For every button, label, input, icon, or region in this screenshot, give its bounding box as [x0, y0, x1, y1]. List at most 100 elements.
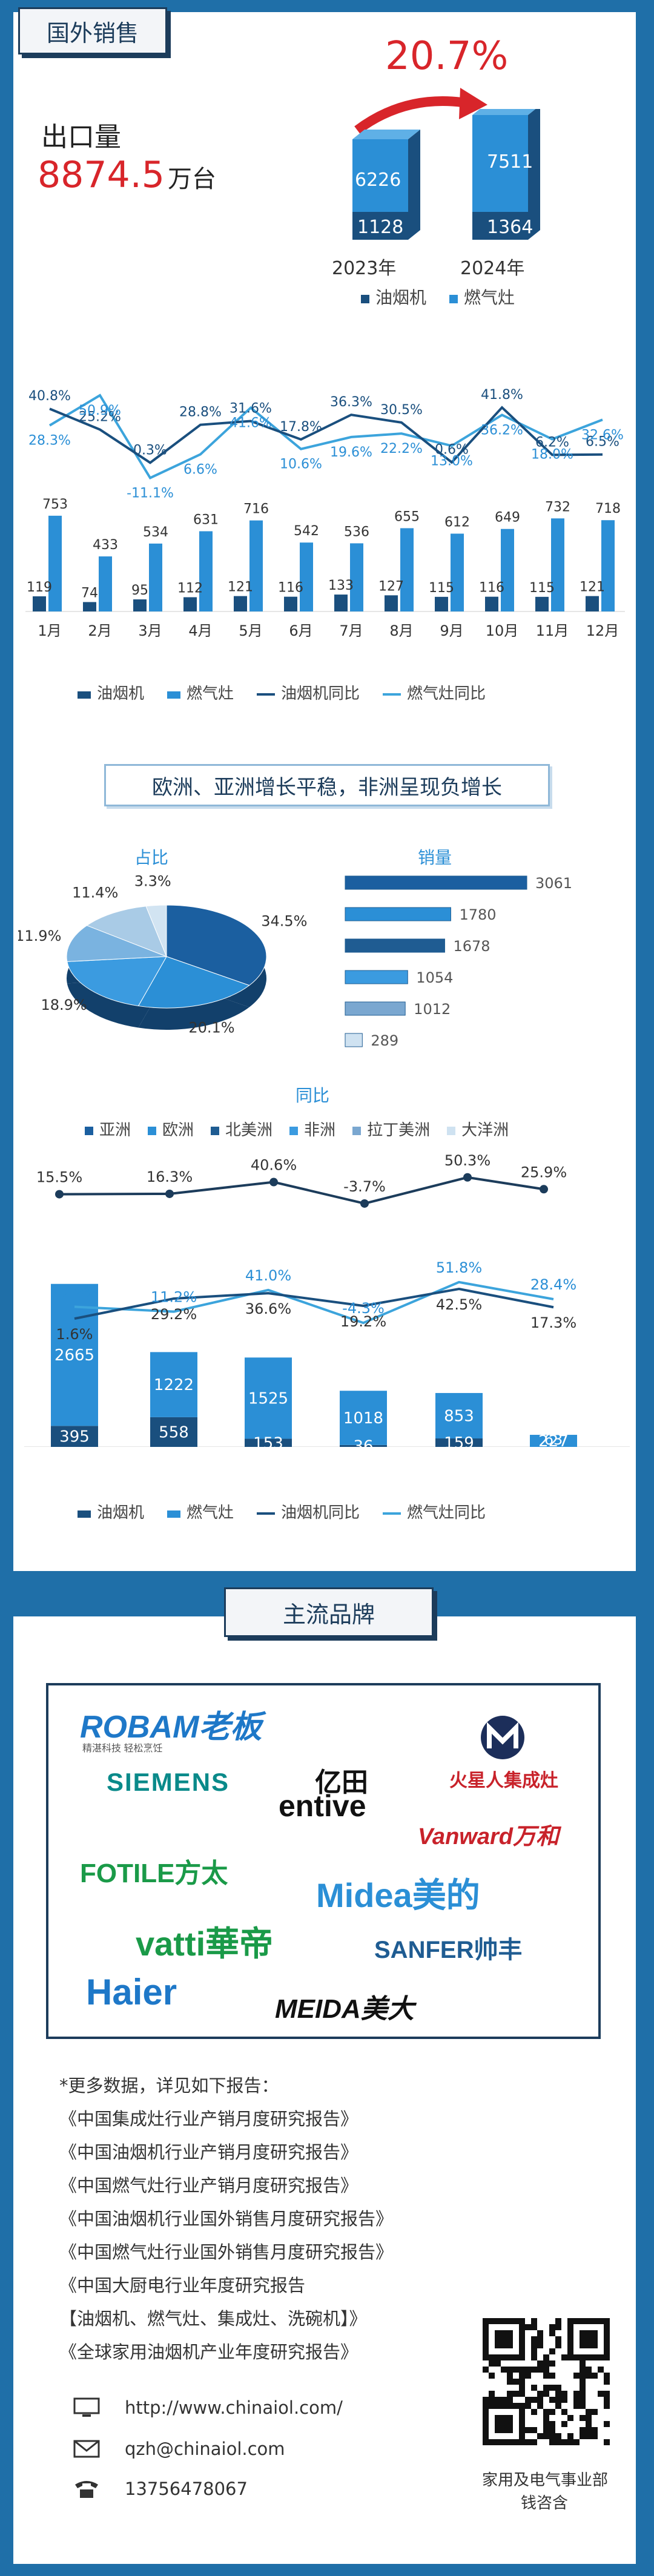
- department-label: 家用及电气事业部: [482, 2471, 609, 2489]
- qr-finder-core: [495, 2330, 513, 2348]
- qr-module: [507, 2391, 513, 2397]
- bar-stove: [601, 520, 615, 611]
- volume-label: 1054: [416, 969, 453, 986]
- report-item[interactable]: 【油烟机、燃气灶、集成灶、洗碗机】》: [59, 2308, 367, 2329]
- yoy-label-stove: 11.2%: [151, 1289, 197, 1306]
- brand-midea: Midea美的: [316, 1876, 480, 1914]
- bar-label-hood: 133: [328, 578, 354, 593]
- x-tick-label: 12月: [586, 622, 619, 639]
- qr-module: [555, 2336, 561, 2342]
- report-item[interactable]: 《中国燃气灶行业国外销售月度研究报告》: [59, 2242, 394, 2262]
- qr-module: [531, 2439, 537, 2445]
- qr-module: [586, 2415, 592, 2421]
- bar-stove: [350, 543, 363, 611]
- bar-hood: [245, 1438, 292, 1447]
- qr-module: [537, 2367, 543, 2373]
- yoy-point-label: -3.7%: [343, 1178, 386, 1195]
- bar-label-hood: 159: [444, 1434, 474, 1447]
- email-text[interactable]: qzh@chinaiol.com: [125, 2439, 285, 2459]
- mail-icon: [73, 2440, 100, 2458]
- bar-label-stove: 534: [143, 525, 168, 540]
- report-item[interactable]: 《中国油烟机行业产销月度研究报告》: [59, 2142, 358, 2163]
- bar-label-hood: 119: [27, 580, 52, 595]
- qr-module: [573, 2439, 580, 2445]
- qr-module: [519, 2379, 525, 2385]
- yoy-label-hood: 42.5%: [436, 1296, 482, 1313]
- qr-module: [555, 2433, 561, 2439]
- yoy-label-hood: 6.5%: [586, 435, 619, 450]
- bar-hood: [234, 596, 247, 611]
- yoy-label-hood: 25.2%: [79, 410, 121, 425]
- region-bar-legend: 油烟机 燃气灶 油烟机同比 燃气灶同比: [78, 1500, 486, 1523]
- yoy-label-stove: 28.4%: [530, 1276, 576, 1293]
- qr-module: [507, 2367, 513, 2373]
- qr-module: [598, 2391, 604, 2397]
- qr-code[interactable]: [474, 2315, 619, 2449]
- yoy-label-stove: 13.0%: [431, 453, 473, 469]
- region-share-pie: 34.5% 20.1% 18.9% 11.9% 11.4% 3.3%: [18, 873, 307, 1036]
- year-2024-top-value: 7511: [487, 151, 533, 173]
- qr-module: [549, 2385, 555, 2391]
- pie-label: 34.5%: [261, 912, 307, 929]
- qr-module: [580, 2415, 586, 2421]
- qr-module: [525, 2373, 531, 2379]
- bar-hood: [133, 599, 147, 611]
- report-item[interactable]: 《全球家用油烟机产业年度研究报告》: [59, 2342, 358, 2362]
- qr-module: [543, 2433, 549, 2439]
- yoy-label-hood: 41.8%: [481, 387, 523, 403]
- year-legend: 油烟机 燃气灶: [361, 285, 515, 309]
- bar-hood: [150, 1417, 197, 1447]
- region-legend-africa: 非洲: [289, 1118, 335, 1140]
- bar-hood: [83, 602, 96, 611]
- qr-module: [555, 2391, 561, 2397]
- bar-label-stove: 631: [193, 512, 219, 527]
- qr-module: [555, 2439, 561, 2445]
- qr-module: [555, 2385, 561, 2391]
- contact-email[interactable]: qzh@chinaiol.com: [73, 2439, 285, 2459]
- bar-stove: [435, 1392, 483, 1439]
- qr-module: [604, 2439, 610, 2445]
- yoy-label-hood: 28.8%: [179, 405, 222, 420]
- bar-label-stove: 716: [243, 502, 269, 517]
- qr-module: [483, 2367, 489, 2373]
- yoy-label-hood: 36.6%: [245, 1300, 291, 1317]
- report-item[interactable]: 《中国油烟机行业国外销售月度研究报告》: [59, 2209, 394, 2229]
- x-tick-label: 7月: [339, 622, 363, 639]
- bar-label-hood: 36: [353, 1437, 373, 1447]
- phone-text[interactable]: 13756478067: [125, 2479, 248, 2499]
- qr-module: [561, 2409, 567, 2415]
- bar-label-stove: 433: [93, 538, 118, 553]
- bar-label-hood: 395: [59, 1428, 90, 1446]
- report-item[interactable]: 《中国集成灶行业产销月度研究报告》: [59, 2109, 358, 2129]
- contact-website[interactable]: http://www.chinaiol.com/: [73, 2397, 343, 2418]
- bar-label-stove: 1222: [154, 1376, 194, 1394]
- report-item[interactable]: 《中国燃气灶行业产销月度研究报告》: [59, 2175, 358, 2196]
- region-legend-latam: 拉丁美洲: [352, 1118, 430, 1140]
- qr-module: [592, 2427, 598, 2433]
- yoy-label-stove: 28.3%: [28, 433, 71, 449]
- bar-stove: [99, 556, 112, 611]
- region-legend-oceania: 大洋洲: [447, 1118, 509, 1140]
- bar-label-hood: 112: [177, 581, 203, 596]
- yoy-point: [165, 1189, 174, 1198]
- qr-module: [580, 2373, 586, 2379]
- yoy-label-stove: 51.8%: [436, 1259, 482, 1276]
- bar-label-stove: 718: [595, 501, 621, 516]
- export-volume-value: 8874.5 万台: [38, 154, 216, 196]
- report-item[interactable]: 《中国大厨电行业年度研究报告: [59, 2275, 306, 2296]
- contact-person: 钱咨含: [521, 2494, 569, 2512]
- qr-module: [537, 2391, 543, 2397]
- volume-label: 1678: [453, 938, 490, 955]
- pie-label: 20.1%: [188, 1020, 234, 1036]
- bar-hood: [435, 596, 448, 611]
- website-text[interactable]: http://www.chinaiol.com/: [125, 2397, 343, 2418]
- qr-module: [580, 2427, 586, 2433]
- bar-stove: [300, 542, 313, 611]
- yoy-label-hood: 17.3%: [530, 1314, 576, 1331]
- legend-item-hood-yoy: 油烟机同比: [257, 681, 360, 703]
- qr-module: [489, 2360, 495, 2367]
- qr-module: [561, 2421, 567, 2427]
- qr-module: [543, 2354, 549, 2360]
- yoy-label-stove: 10.6%: [280, 457, 322, 472]
- contact-phone[interactable]: 13756478067: [73, 2479, 248, 2499]
